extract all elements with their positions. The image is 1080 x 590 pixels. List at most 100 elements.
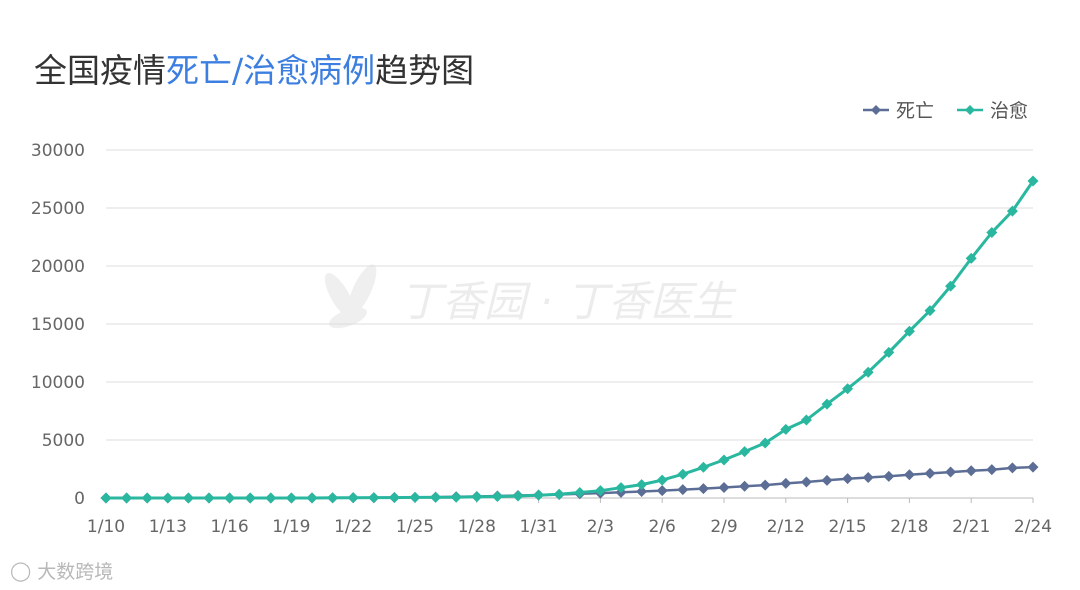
data-point	[739, 480, 751, 492]
x-tick-label: 1/25	[396, 517, 434, 537]
x-axis-ticks: 1/10 1/13 1/16 1/19 1/22 1/25 1/28 1/31 2/3 2/6 2/…	[87, 498, 1052, 537]
data-point	[739, 446, 751, 458]
data-point	[512, 490, 524, 502]
data-point	[533, 489, 545, 501]
x-tick-label: 2/12	[767, 517, 805, 537]
data-point	[656, 485, 668, 497]
data-point	[780, 423, 792, 435]
x-tick-label: 1/31	[520, 517, 558, 537]
legend-label-deaths: 死亡	[895, 100, 934, 122]
data-point	[800, 476, 812, 488]
data-point	[677, 468, 689, 480]
x-tick-label: 2/3	[587, 517, 614, 537]
data-point	[347, 492, 359, 504]
data-point	[697, 483, 709, 495]
data-point	[306, 492, 318, 504]
data-point	[409, 491, 421, 503]
data-point	[265, 492, 277, 504]
data-point	[780, 477, 792, 489]
data-point	[718, 481, 730, 493]
data-point	[883, 470, 895, 482]
data-point	[121, 492, 133, 504]
data-point	[368, 492, 380, 504]
y-tick-label: 10000	[31, 373, 85, 393]
x-tick-label: 2/6	[649, 517, 676, 537]
data-point	[924, 305, 936, 317]
data-point	[162, 492, 174, 504]
data-point	[862, 366, 874, 378]
legend-deaths-marker	[862, 104, 889, 115]
x-tick-label: 2/15	[829, 517, 867, 537]
data-point	[1027, 461, 1039, 473]
data-point	[903, 325, 915, 337]
data-point	[986, 226, 998, 238]
grid-lines	[106, 149, 1033, 441]
chart-title-part2: 趋势图	[375, 51, 475, 90]
data-point	[677, 484, 689, 496]
watermark-text: 丁香园 · 丁香医生	[400, 277, 737, 326]
data-point	[636, 479, 648, 491]
data-point	[471, 491, 483, 503]
legend-cured-marker	[956, 104, 983, 115]
y-tick-label: 0	[74, 489, 85, 509]
data-point	[244, 492, 256, 504]
y-tick-label: 20000	[31, 257, 85, 277]
y-tick-label: 15000	[31, 315, 85, 335]
y-tick-label: 5000	[42, 431, 85, 451]
x-tick-label: 2/24	[1014, 517, 1052, 537]
chart-legend: 死亡 治愈	[862, 96, 1028, 123]
chart-title: 全国疫情死亡/治愈病例趋势图	[34, 44, 474, 92]
legend-label-cured: 治愈	[989, 100, 1028, 122]
watermark: 丁香园 · 丁香医生	[324, 264, 737, 329]
source-watermark: ◯ 大数跨境	[10, 557, 113, 584]
data-point	[965, 252, 977, 264]
data-point	[224, 492, 236, 504]
data-point	[656, 474, 668, 486]
x-tick-label: 1/22	[334, 517, 372, 537]
chart-title-part1: 全国疫情	[34, 51, 166, 90]
x-tick-label: 1/28	[458, 517, 496, 537]
data-point	[759, 479, 771, 491]
data-point	[800, 414, 812, 426]
data-point	[821, 398, 833, 410]
data-point	[945, 280, 957, 292]
data-point	[945, 466, 957, 478]
data-point	[388, 492, 400, 504]
y-axis-tick-labels: 0 5000 10000 15000 20000 25000 30000	[31, 141, 85, 509]
data-point	[986, 464, 998, 476]
data-point	[718, 454, 730, 466]
series-cured	[100, 175, 1039, 504]
y-tick-label: 25000	[31, 199, 85, 219]
x-tick-label: 2/18	[890, 517, 928, 537]
data-point	[1006, 205, 1018, 217]
data-point	[615, 482, 627, 494]
data-point	[862, 471, 874, 483]
data-point	[842, 473, 854, 485]
data-point	[285, 492, 297, 504]
data-point	[759, 437, 771, 449]
data-point	[100, 492, 112, 504]
data-point	[141, 492, 153, 504]
series-layer	[100, 175, 1039, 504]
chart-title-highlight: 死亡/治愈病例	[166, 51, 376, 90]
data-point	[450, 491, 462, 503]
series-line	[106, 180, 1035, 500]
data-point	[965, 465, 977, 477]
data-point	[924, 467, 936, 479]
y-tick-label: 30000	[31, 141, 85, 161]
data-point	[883, 346, 895, 358]
data-point	[903, 469, 915, 481]
x-tick-label: 1/16	[211, 517, 249, 537]
x-tick-label: 1/10	[87, 517, 125, 537]
data-point	[697, 461, 709, 473]
data-point	[1006, 462, 1018, 474]
x-tick-label: 2/21	[952, 517, 990, 537]
weibo-logo-icon: ◯	[10, 559, 32, 582]
data-point	[1027, 175, 1039, 187]
data-point	[203, 492, 215, 504]
legend-item-deaths: 死亡	[862, 96, 934, 123]
data-point	[182, 492, 194, 504]
data-point	[491, 491, 503, 503]
data-point	[327, 492, 339, 504]
